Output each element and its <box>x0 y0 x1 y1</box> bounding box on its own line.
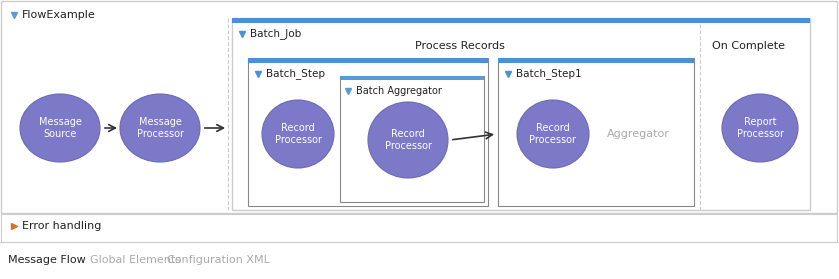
Text: Record
Processor: Record Processor <box>274 123 321 145</box>
Text: Batch_Step1: Batch_Step1 <box>516 69 581 80</box>
Bar <box>340 76 484 80</box>
Bar <box>232 18 810 23</box>
Text: Message
Processor: Message Processor <box>137 117 184 139</box>
Text: Global Elements: Global Elements <box>90 255 181 265</box>
Bar <box>1 214 837 242</box>
Text: Batch Aggregator: Batch Aggregator <box>356 86 442 96</box>
Text: Record
Processor: Record Processor <box>384 129 431 151</box>
Text: Record
Processor: Record Processor <box>529 123 576 145</box>
Bar <box>248 58 488 206</box>
Bar <box>1 1 837 213</box>
Ellipse shape <box>20 94 100 162</box>
Bar <box>248 58 488 63</box>
Text: Batch_Step: Batch_Step <box>266 69 325 80</box>
Bar <box>498 58 694 206</box>
Text: Message
Source: Message Source <box>39 117 81 139</box>
Bar <box>340 76 484 202</box>
Bar <box>232 18 810 210</box>
Text: Aggregator: Aggregator <box>607 129 670 139</box>
Text: Batch_Job: Batch_Job <box>250 28 301 39</box>
Ellipse shape <box>722 94 798 162</box>
Ellipse shape <box>120 94 200 162</box>
Text: Message Flow: Message Flow <box>8 255 86 265</box>
Text: On Complete: On Complete <box>711 41 784 51</box>
Ellipse shape <box>368 102 448 178</box>
Text: Process Records: Process Records <box>415 41 505 51</box>
Ellipse shape <box>517 100 589 168</box>
Text: Report
Processor: Report Processor <box>737 117 784 139</box>
Text: Error handling: Error handling <box>22 221 102 231</box>
Ellipse shape <box>262 100 334 168</box>
Bar <box>498 58 694 63</box>
Text: FlowExample: FlowExample <box>22 10 96 20</box>
Text: Configuration XML: Configuration XML <box>167 255 270 265</box>
